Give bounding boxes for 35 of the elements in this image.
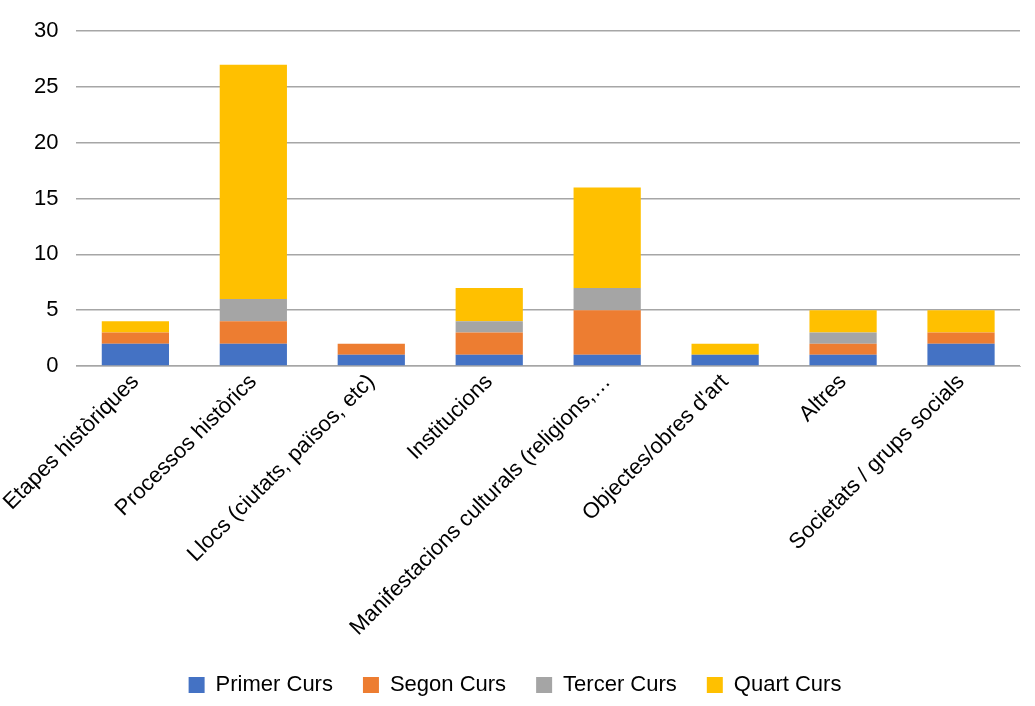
bar — [573, 310, 641, 355]
bar — [455, 287, 523, 322]
legend-label: Tercer Curs — [563, 671, 677, 697]
bar — [219, 64, 287, 300]
bar — [101, 321, 169, 333]
bar — [809, 354, 877, 366]
bar — [337, 343, 405, 355]
bar — [809, 343, 877, 355]
bar — [927, 310, 995, 333]
bar — [455, 321, 523, 333]
bar — [101, 332, 169, 344]
y-tick-label: 25 — [33, 73, 59, 99]
bar — [927, 343, 995, 366]
bar — [219, 343, 287, 366]
y-tick-label: 0 — [46, 352, 59, 378]
y-tick-label: 30 — [33, 17, 59, 43]
bar — [101, 343, 169, 366]
bar — [219, 321, 287, 344]
y-tick-label: 15 — [33, 184, 59, 210]
bar — [809, 332, 877, 344]
bar — [691, 354, 759, 366]
bar — [691, 343, 759, 355]
bar — [927, 332, 995, 344]
legend-label: Quart Curs — [733, 671, 842, 697]
y-tick-label: 20 — [33, 128, 59, 154]
bar — [573, 354, 641, 366]
bar — [809, 310, 877, 333]
bar — [573, 187, 641, 288]
bar — [337, 354, 405, 366]
bar — [455, 354, 523, 366]
y-tick-label: 10 — [33, 240, 59, 266]
legend-label: Segon Curs — [389, 671, 507, 697]
legend-label: Primer Curs — [215, 671, 333, 697]
y-tick-label: 5 — [46, 296, 59, 322]
bar — [455, 332, 523, 355]
